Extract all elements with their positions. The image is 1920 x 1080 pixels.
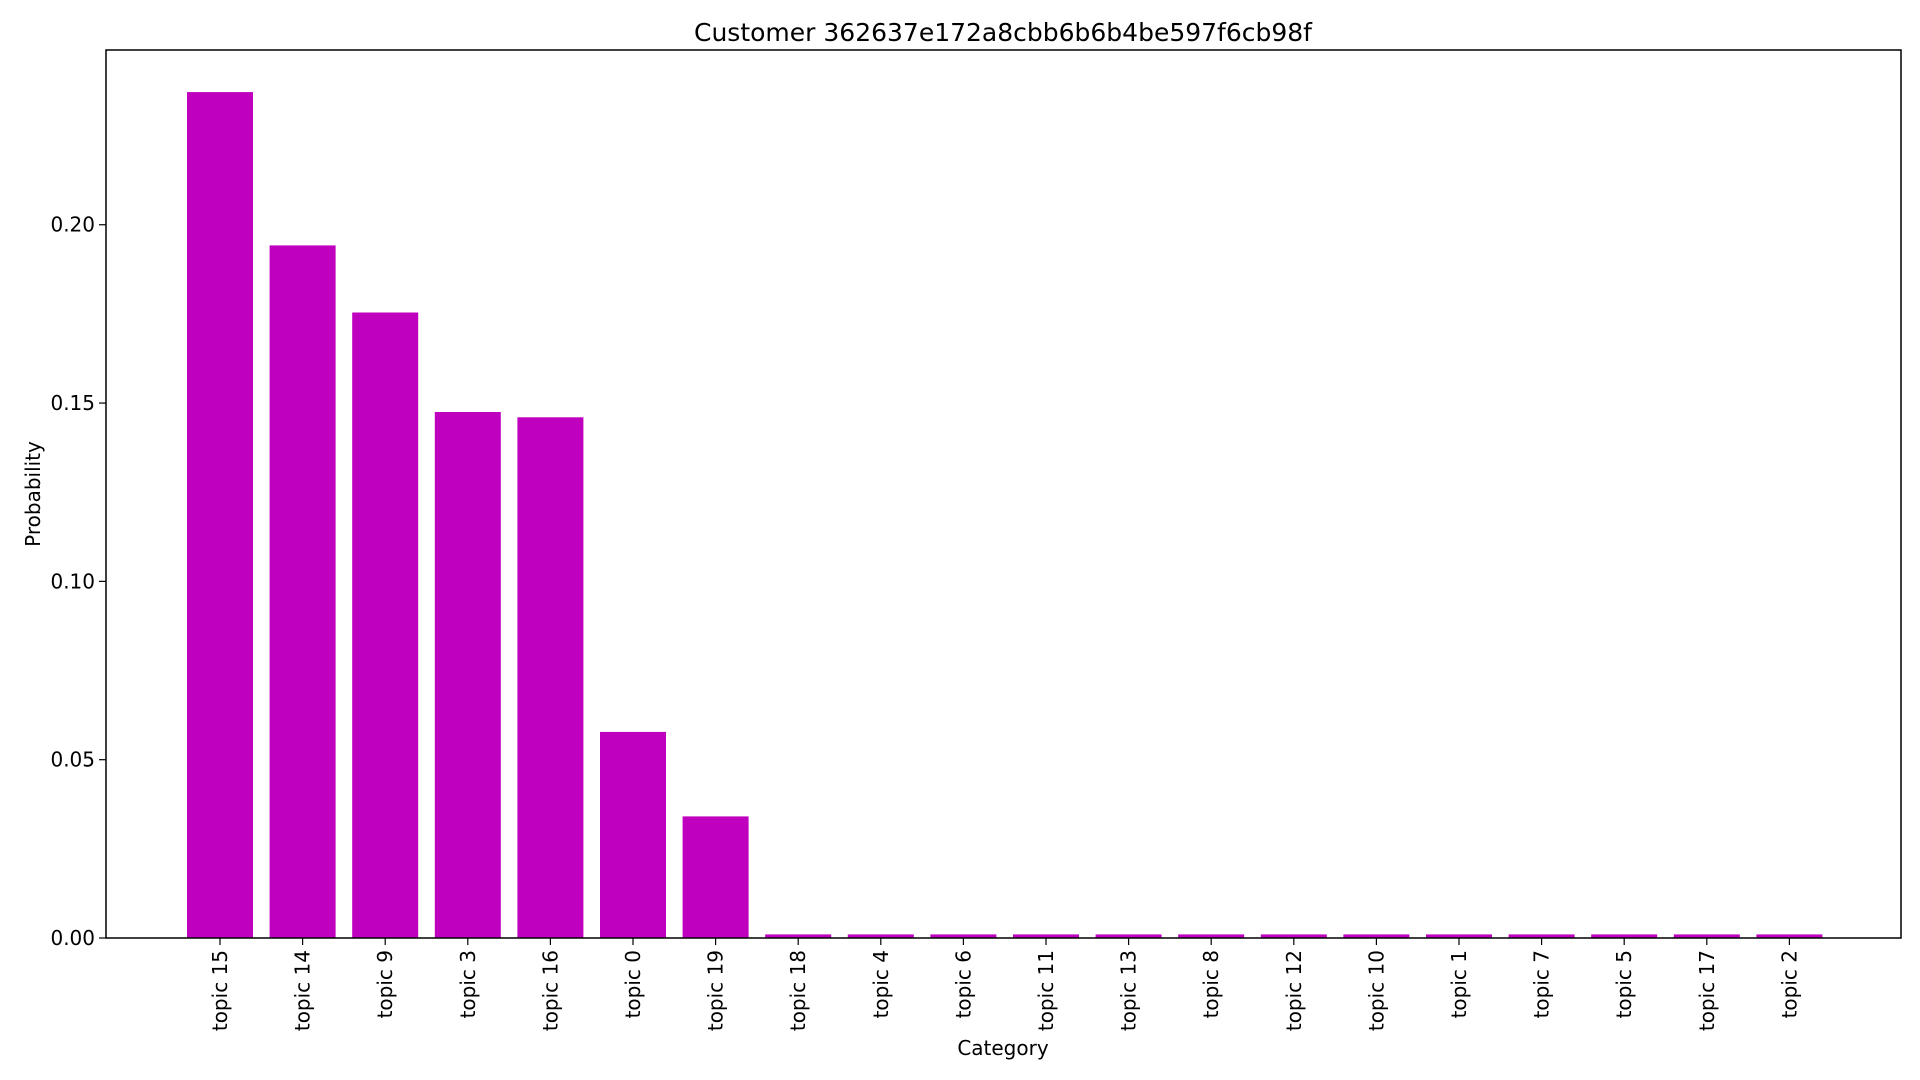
y-tick-label: 0.15: [50, 391, 95, 415]
y-tick-label: 0.05: [50, 748, 95, 772]
y-tick-label: 0.10: [50, 569, 95, 593]
y-axis: 0.00 0.05 0.10 0.15 0.20: [50, 213, 106, 950]
x-tick-label: topic 12: [1282, 950, 1306, 1031]
bar-topic-6: [930, 934, 997, 938]
bar-topic-17: [1673, 934, 1740, 938]
x-tick-label: topic 14: [291, 950, 315, 1031]
x-tick-label: topic 19: [704, 950, 728, 1031]
x-tick-label: topic 8: [1199, 950, 1223, 1018]
plot-area-frame: [105, 49, 1902, 939]
x-tick-label: topic 3: [456, 950, 480, 1018]
x-tick-label: topic 16: [538, 950, 562, 1031]
bar-topic-8: [1178, 934, 1245, 938]
bar-topic-10: [1343, 934, 1410, 938]
x-tick-label: topic 2: [1777, 950, 1801, 1018]
y-tick-label: 0.20: [50, 213, 95, 237]
x-tick-label: topic 0: [621, 950, 645, 1018]
x-tick-label: topic 10: [1364, 950, 1388, 1031]
x-tick-label: topic 7: [1530, 950, 1554, 1018]
x-axis: topic 15 topic 14 topic 9 topic 3 topic 16 to…: [208, 938, 1801, 1031]
bar-topic-15: [187, 92, 253, 939]
x-tick-label: topic 5: [1612, 950, 1636, 1018]
bar-topic-18: [765, 934, 832, 938]
x-tick-label: topic 9: [373, 950, 397, 1018]
bar-topic-19: [682, 816, 749, 938]
bars-group: [187, 92, 1823, 939]
x-tick-label: topic 6: [951, 950, 975, 1018]
bar-topic-1: [1426, 934, 1492, 938]
x-tick-label: topic 1: [1447, 950, 1471, 1018]
x-tick-label: topic 4: [869, 950, 893, 1018]
x-axis-label: Category: [957, 1036, 1049, 1060]
bar-topic-9: [352, 312, 419, 938]
x-tick-label: topic 13: [1117, 950, 1141, 1031]
bar-topic-7: [1508, 934, 1575, 938]
bar-topic-2: [1756, 934, 1823, 938]
bar-topic-13: [1095, 934, 1162, 938]
y-tick-label: 0.00: [50, 926, 95, 950]
chart-title: Customer 362637e172a8cbb6b6b4be597f6cb98…: [694, 18, 1313, 47]
bar-topic-14: [269, 245, 336, 938]
bar-topic-16: [517, 417, 584, 938]
x-tick-label: topic 15: [208, 950, 232, 1031]
bar-topic-3: [434, 412, 501, 938]
bar-topic-5: [1591, 934, 1658, 938]
bar-topic-12: [1260, 934, 1327, 938]
bar-topic-0: [600, 731, 666, 938]
x-tick-label: topic 18: [786, 950, 810, 1031]
x-tick-label: topic 17: [1695, 950, 1719, 1031]
y-axis-label: Probability: [21, 441, 45, 547]
bar-topic-4: [847, 934, 914, 938]
x-tick-label: topic 11: [1034, 950, 1058, 1031]
bar-topic-11: [1013, 934, 1079, 938]
